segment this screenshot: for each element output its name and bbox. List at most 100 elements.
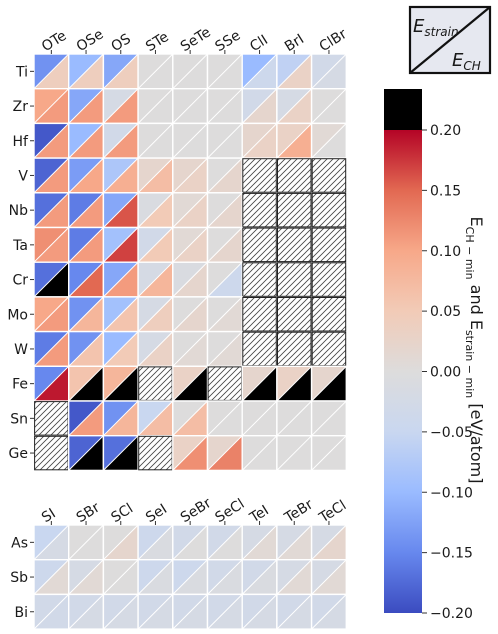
- column-label: SI: [39, 506, 59, 526]
- heatmap-cell-hatched: [34, 401, 69, 436]
- column-label: TeBr: [281, 496, 316, 526]
- cell-diagonal: [172, 331, 208, 367]
- row-label: Bi: [15, 605, 29, 621]
- column-label: SeI: [143, 501, 170, 526]
- cell-diagonal: [68, 157, 104, 194]
- colorbar-label: ECH − min and Estrain − min [eV/atom]: [463, 217, 486, 484]
- cell-diagonal: [172, 524, 208, 561]
- colorbar-label-part: [eV/atom]: [467, 398, 486, 483]
- cell-diagonal: [103, 365, 139, 402]
- colorbar-gradient: [384, 130, 422, 613]
- cell-diagonal: [103, 261, 139, 298]
- heatmap-cell-hatched: [277, 192, 312, 228]
- cell-diagonal: [172, 192, 208, 228]
- column-label: BrI: [282, 31, 307, 55]
- cell-diagonal: [172, 261, 208, 298]
- cell-diagonal: [276, 88, 312, 124]
- cell-diagonal: [172, 53, 208, 90]
- cell-diagonal: [172, 365, 208, 402]
- heatmap-cell-hatched: [277, 262, 312, 297]
- colorbar-label-part: strain − min: [463, 330, 476, 398]
- column-label: SeBr: [178, 495, 215, 526]
- cell-diagonal: [172, 227, 208, 263]
- cell-diagonal: [33, 559, 70, 595]
- cell-diagonal: [207, 53, 243, 90]
- cell-diagonal: [241, 53, 278, 90]
- cell-diagonal: [33, 594, 70, 630]
- cell-diagonal: [276, 594, 312, 630]
- column-label: OS: [108, 31, 133, 55]
- cell-border: [310, 122, 348, 159]
- cell-diagonal: [172, 400, 208, 437]
- colorbar-tick-label: 0.05: [430, 304, 461, 320]
- cell-diagonal: [103, 524, 139, 561]
- cell-diagonal: [103, 227, 139, 263]
- cell-diagonal: [207, 157, 243, 194]
- cell-diagonal: [172, 88, 208, 124]
- cell-diagonal: [207, 296, 243, 332]
- cell-diagonal: [311, 365, 347, 402]
- cell-diagonal: [137, 400, 174, 437]
- cell-diagonal: [68, 123, 104, 159]
- cell-diagonal: [33, 261, 70, 298]
- cell-diagonal: [137, 261, 174, 298]
- cell-diagonal: [241, 88, 278, 124]
- cell-diagonal: [276, 53, 312, 90]
- cell-diagonal: [241, 400, 278, 437]
- colorbar-tick-label: −0.05: [430, 425, 473, 441]
- colorbar-tick-label: −0.20: [430, 606, 473, 622]
- colorbar-label-part: and E: [467, 280, 486, 330]
- heatmap-cell-hatched: [277, 227, 312, 263]
- cell-diagonal: [68, 594, 104, 630]
- row-label: Ta: [12, 238, 28, 254]
- cell-diagonal: [68, 331, 104, 367]
- cell-border: [102, 435, 139, 472]
- cell-diagonal: [276, 559, 312, 595]
- cell-diagonal: [103, 435, 139, 471]
- row-label: Fe: [12, 377, 28, 393]
- cell-diagonal: [241, 123, 278, 159]
- cell-diagonal: [68, 435, 104, 471]
- cell-diagonal: [68, 227, 104, 263]
- cell-diagonal: [311, 524, 347, 561]
- cell-diagonal: [241, 365, 278, 402]
- row-label: W: [14, 342, 28, 358]
- heatmap-cell-hatched: [311, 297, 347, 332]
- cell-diagonal: [172, 559, 208, 595]
- legend-ch-sub: CH: [463, 59, 480, 73]
- column-label: OSe: [74, 26, 107, 55]
- heatmap-cell-hatched: [311, 158, 347, 193]
- colorbar: −0.20 −0.15 −0.10 −0.05 0.00 0.05 0.10 0.15 0.20…: [384, 89, 486, 622]
- column-label: SeTe: [178, 24, 214, 55]
- cell-border: [310, 435, 348, 472]
- colorbar-tick-label: −0.15: [430, 546, 473, 562]
- cell-diagonal: [33, 88, 70, 124]
- colorbar-tick-label: 0.00: [430, 365, 461, 381]
- cell-diagonal: [33, 365, 70, 402]
- cell-diagonal: [172, 157, 208, 194]
- colorbar-tick-label: 0.15: [430, 183, 461, 199]
- cell-diagonal: [137, 157, 174, 194]
- heatmap-cell-hatched: [277, 331, 312, 367]
- cell-diagonal: [137, 331, 174, 367]
- cell-diagonal: [311, 123, 347, 159]
- row-label: Ti: [15, 64, 28, 80]
- cell-diagonal: [172, 296, 208, 332]
- cell-diagonal: [311, 559, 347, 595]
- cell-diagonal: [137, 594, 174, 630]
- cell-diagonal: [137, 53, 174, 90]
- heatmap-cell-hatched: [207, 366, 243, 401]
- cell-diagonal: [68, 53, 104, 90]
- heatmap-cell-hatched: [311, 262, 347, 297]
- cell-diagonal: [33, 524, 70, 561]
- cell-diagonal: [68, 524, 104, 561]
- column-label: ClBr: [317, 26, 350, 55]
- cell-diagonal: [207, 88, 243, 124]
- cell-diagonal: [311, 435, 347, 471]
- colorbar-tick-label: 0.20: [430, 123, 461, 139]
- cell-diagonal: [103, 331, 139, 367]
- cell-diagonal: [33, 157, 70, 194]
- cell-diagonal: [207, 331, 243, 367]
